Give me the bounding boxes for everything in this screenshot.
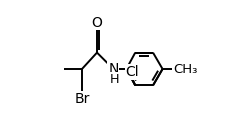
Text: Cl: Cl	[126, 65, 139, 79]
Text: CH₃: CH₃	[173, 63, 197, 75]
Text: N: N	[108, 62, 118, 76]
Text: H: H	[109, 73, 119, 86]
Text: Br: Br	[74, 92, 90, 106]
Text: O: O	[92, 16, 102, 30]
